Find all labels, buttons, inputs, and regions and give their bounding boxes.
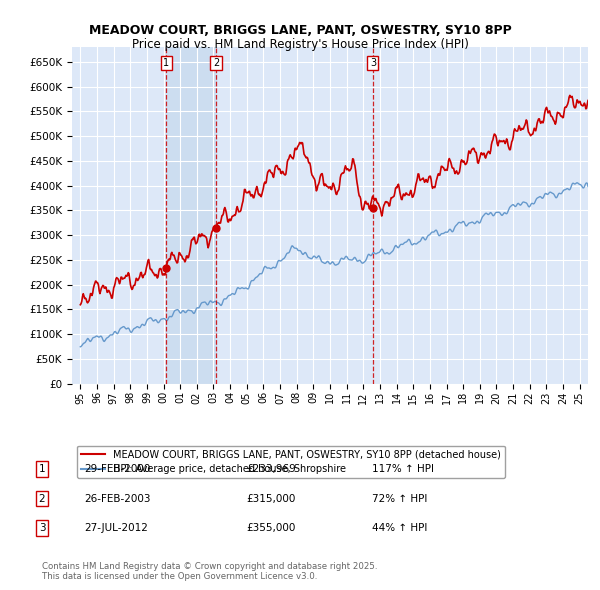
Text: 3: 3	[370, 58, 376, 68]
Text: £315,000: £315,000	[246, 494, 295, 503]
Text: 3: 3	[38, 523, 46, 533]
Text: 1: 1	[38, 464, 46, 474]
Text: 2: 2	[38, 494, 46, 503]
Text: MEADOW COURT, BRIGGS LANE, PANT, OSWESTRY, SY10 8PP: MEADOW COURT, BRIGGS LANE, PANT, OSWESTR…	[89, 24, 511, 37]
Legend: MEADOW COURT, BRIGGS LANE, PANT, OSWESTRY, SY10 8PP (detached house), HPI: Avera: MEADOW COURT, BRIGGS LANE, PANT, OSWESTR…	[77, 445, 505, 478]
Text: 2: 2	[213, 58, 219, 68]
Text: 29-FEB-2000: 29-FEB-2000	[84, 464, 151, 474]
Text: 26-FEB-2003: 26-FEB-2003	[84, 494, 151, 503]
Text: £233,969: £233,969	[246, 464, 296, 474]
Text: £355,000: £355,000	[246, 523, 295, 533]
Text: 72% ↑ HPI: 72% ↑ HPI	[372, 494, 427, 503]
Text: 44% ↑ HPI: 44% ↑ HPI	[372, 523, 427, 533]
Text: 117% ↑ HPI: 117% ↑ HPI	[372, 464, 434, 474]
Text: Price paid vs. HM Land Registry's House Price Index (HPI): Price paid vs. HM Land Registry's House …	[131, 38, 469, 51]
Text: Contains HM Land Registry data © Crown copyright and database right 2025.
This d: Contains HM Land Registry data © Crown c…	[42, 562, 377, 581]
Text: 1: 1	[163, 58, 169, 68]
Text: 27-JUL-2012: 27-JUL-2012	[84, 523, 148, 533]
Bar	[166, 47, 216, 384]
